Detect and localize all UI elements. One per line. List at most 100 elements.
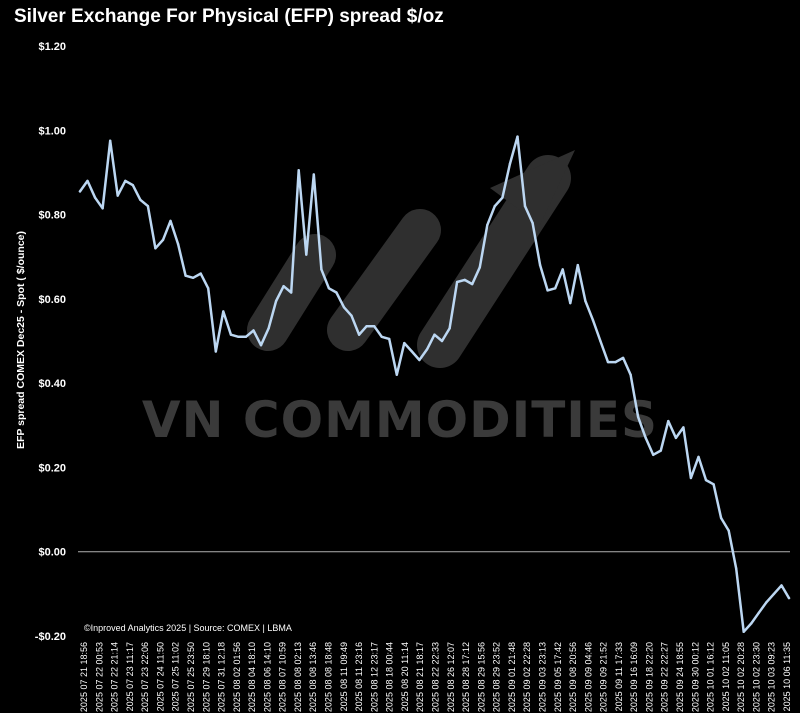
data-point — [765, 601, 768, 604]
data-point — [320, 268, 323, 271]
data-point — [357, 333, 361, 336]
x-tick-label: 2025 07 31 12:18 — [217, 642, 227, 712]
data-point — [440, 339, 444, 343]
data-point — [584, 299, 587, 303]
data-point — [508, 162, 512, 166]
x-tick-label: 2025 08 18 00:44 — [385, 642, 395, 712]
y-tick-label: $0.40 — [38, 378, 66, 390]
data-point — [433, 333, 436, 336]
data-point — [780, 584, 783, 587]
data-point — [116, 194, 119, 197]
x-tick-label: 2025 08 29 23:52 — [492, 642, 502, 712]
x-tick-label: 2025 08 08 13:46 — [308, 642, 318, 712]
x-tick-label: 2025 08 29 15:56 — [476, 642, 486, 712]
efp-spread-line — [78, 135, 791, 634]
y-tick-label: $0.00 — [38, 547, 66, 559]
data-point — [161, 238, 165, 242]
x-tick-label: 2025 09 03 23:13 — [537, 642, 547, 712]
data-point — [78, 190, 82, 193]
data-point — [719, 516, 723, 520]
x-tick-label: 2025 08 28 17:12 — [461, 642, 471, 712]
data-point — [297, 169, 300, 172]
data-point — [501, 196, 504, 199]
x-axis-ticks: 2025 07 21 18:56 2025 07 22 00:53 2025 07 … — [79, 642, 792, 712]
data-point — [614, 360, 617, 364]
data-point — [704, 478, 708, 482]
data-point — [191, 276, 195, 279]
x-tick-label: 2025 08 21 18:17 — [415, 642, 425, 712]
data-point — [290, 291, 293, 294]
data-point — [455, 280, 459, 284]
data-point — [169, 219, 172, 223]
data-point — [606, 360, 610, 364]
x-tick-label: 2025 10 06 11:35 — [782, 642, 792, 711]
data-point — [184, 274, 187, 277]
data-point — [267, 327, 270, 330]
watermark-text: VN COMMODITIES — [142, 391, 658, 449]
x-tick-label: 2025 07 23 11:17 — [125, 642, 135, 711]
x-tick-label: 2025 10 02 23:30 — [751, 642, 761, 712]
data-point — [86, 179, 89, 183]
data-point — [735, 567, 738, 570]
x-tick-label: 2025 09 09 21:52 — [599, 642, 609, 712]
x-tick-label: 2025 07 25 23:50 — [186, 642, 196, 712]
y-tick-label: $0.60 — [38, 294, 66, 306]
data-point — [342, 306, 346, 309]
data-point — [109, 139, 112, 142]
x-tick-label: 2025 09 18 22:20 — [644, 642, 654, 712]
x-tick-label: 2025 07 22 00:53 — [94, 642, 104, 712]
x-tick-label: 2025 10 03 09:23 — [767, 642, 777, 712]
data-point — [757, 611, 760, 614]
x-tick-label: 2025 09 11 17:33 — [614, 642, 624, 711]
data-point — [327, 287, 331, 290]
data-point — [146, 204, 150, 208]
data-point — [410, 350, 414, 353]
data-point — [448, 327, 451, 330]
data-point — [380, 335, 383, 338]
data-point — [772, 592, 776, 596]
data-point — [569, 301, 572, 305]
data-point — [388, 337, 391, 341]
x-tick-label: 2025 08 20 11:14 — [400, 642, 410, 711]
x-tick-label: 2025 08 06 14:10 — [262, 642, 272, 712]
y-axis-ticks: $1.20 $1.00 $0.80 $0.60 $0.40 $0.20 $0.00 -$0.2… — [35, 41, 66, 643]
data-point — [395, 373, 398, 376]
data-point — [599, 339, 602, 343]
data-point — [312, 173, 315, 176]
data-point — [787, 596, 791, 600]
x-tick-label: 2025 09 24 18:55 — [675, 642, 685, 712]
data-point — [471, 282, 474, 286]
y-tick-label: $0.80 — [38, 210, 66, 222]
x-tick-label: 2025 07 21 18:56 — [79, 642, 89, 712]
data-point — [576, 263, 579, 267]
x-tick-label: 2025 09 02 22:28 — [522, 642, 532, 712]
x-tick-label: 2025 08 08 02:13 — [293, 642, 303, 712]
data-point — [259, 344, 263, 347]
chart-title: Silver Exchange For Physical (EFP) sprea… — [14, 6, 444, 27]
data-point — [689, 476, 693, 480]
x-tick-label: 2025 09 09 04:46 — [583, 642, 593, 712]
data-point — [493, 204, 496, 208]
x-tick-label: 2025 09 08 20:56 — [568, 642, 578, 712]
data-point — [712, 483, 715, 486]
data-point — [742, 630, 745, 633]
y-tick-label: $1.20 — [38, 41, 66, 53]
x-tick-label: 2025 10 01 16:12 — [706, 642, 716, 712]
x-tick-label: 2025 08 11 23:16 — [354, 642, 364, 711]
x-tick-label: 2025 10 02 11:05 — [721, 642, 731, 711]
data-point — [621, 356, 625, 360]
y-tick-label: -$0.20 — [35, 631, 66, 643]
x-tick-label: 2025 07 24 11:50 — [155, 642, 165, 711]
x-tick-label: 2025 09 30 00:12 — [690, 642, 700, 712]
data-point — [237, 335, 240, 338]
efp-spread-points — [78, 135, 791, 633]
data-point — [591, 318, 595, 322]
source-note: ©Inproved Analytics 2025 | Source: COMEX… — [84, 623, 292, 633]
data-point — [554, 287, 557, 290]
data-point — [418, 358, 421, 362]
x-tick-label: 2025 07 22 21:14 — [110, 642, 120, 712]
data-point — [538, 263, 542, 267]
data-point — [176, 242, 180, 246]
data-point — [659, 449, 662, 452]
